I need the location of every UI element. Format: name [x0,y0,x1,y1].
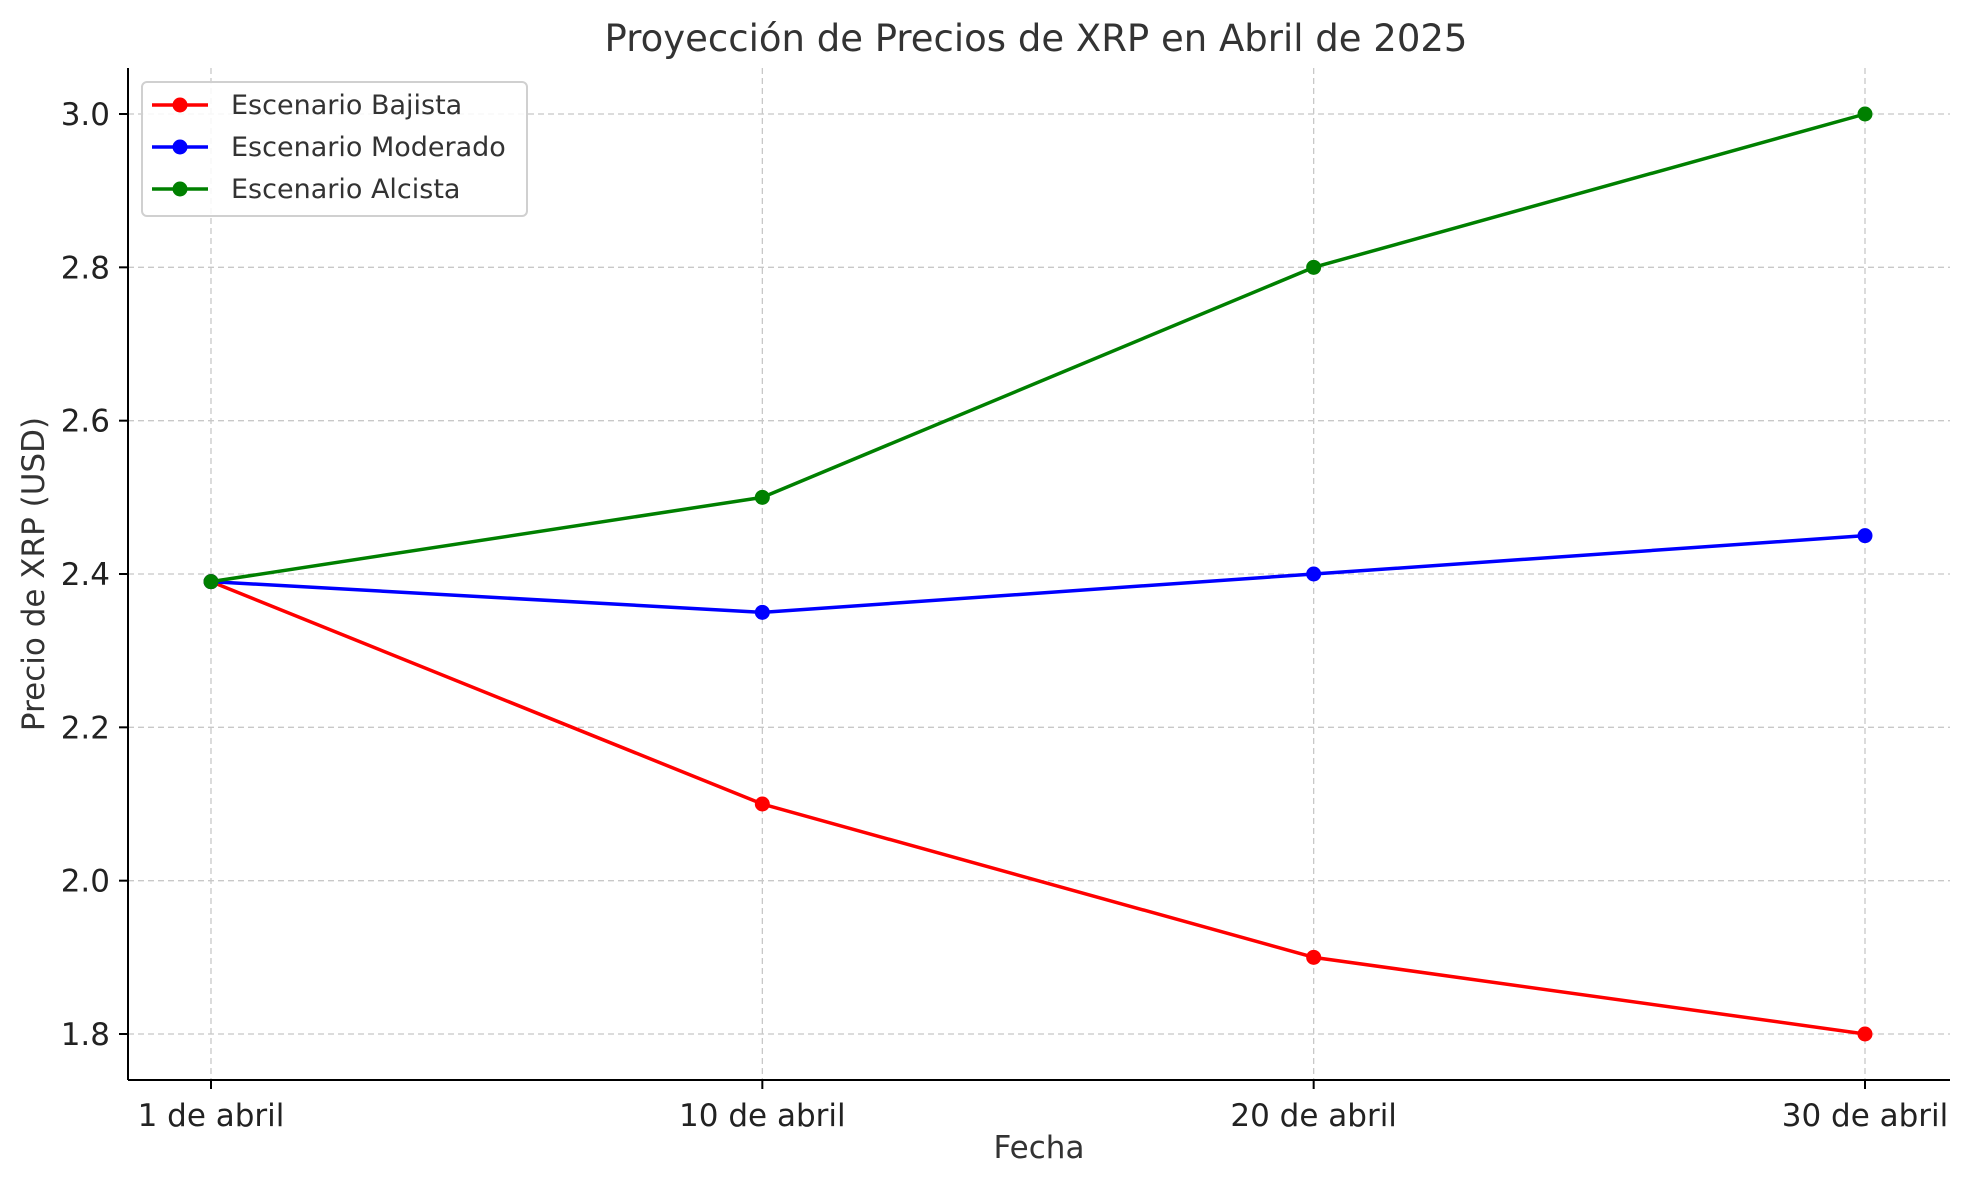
x-tick-label: 20 de abril [1230,1098,1397,1134]
data-point [754,489,770,505]
series-line-3 [209,112,1867,584]
grid [128,68,1950,1080]
legend: Escenario Bajista Escenario Moderado Escen… [141,81,528,217]
y-tick-label: 1.8 [61,1017,110,1053]
y-tick-label: 2.6 [61,404,110,440]
data-point [1306,566,1322,582]
series [203,106,1873,1042]
x-tick-label: 1 de abril [138,1098,285,1134]
legend-marker-2 [172,139,188,155]
x-axis-ticks: 1 de abril 10 de abril 20 de abril 30 de ab… [138,1080,1949,1134]
legend-label-1: Escenario Bajista [231,90,462,121]
data-point [754,604,770,620]
series-line-2 [209,533,1867,615]
legend-marker-1 [172,97,188,113]
x-axis-label: Fecha [994,1130,1085,1166]
data-point [1857,106,1873,122]
y-tick-label: 3.0 [61,97,110,133]
legend-marker-3 [172,181,188,197]
y-tick-label: 2.2 [61,710,110,746]
y-tick-label: 2.4 [61,557,110,593]
legend-frame [141,81,528,217]
y-axis-label: Precio de XRP (USD) [16,417,52,731]
data-point [1306,259,1322,275]
data-point [203,574,219,590]
data-point [754,796,770,812]
legend-label-3: Escenario Alcista [231,174,460,205]
x-tick-label: 30 de abril [1782,1098,1949,1134]
legend-label-2: Escenario Moderado [231,132,506,163]
y-tick-label: 2.8 [61,250,110,286]
data-point [1857,1026,1873,1042]
chart-title: Proyección de Precios de XRP en Abril de… [605,17,1468,60]
data-point [1306,949,1322,965]
y-tick-label: 2.0 [61,864,110,900]
series-line-1 [209,579,1867,1036]
data-point [1857,528,1873,544]
x-tick-label: 10 de abril [679,1098,846,1134]
y-axis-ticks: 1.8 2.0 2.2 2.4 2.6 2.8 3.0 [61,97,128,1053]
